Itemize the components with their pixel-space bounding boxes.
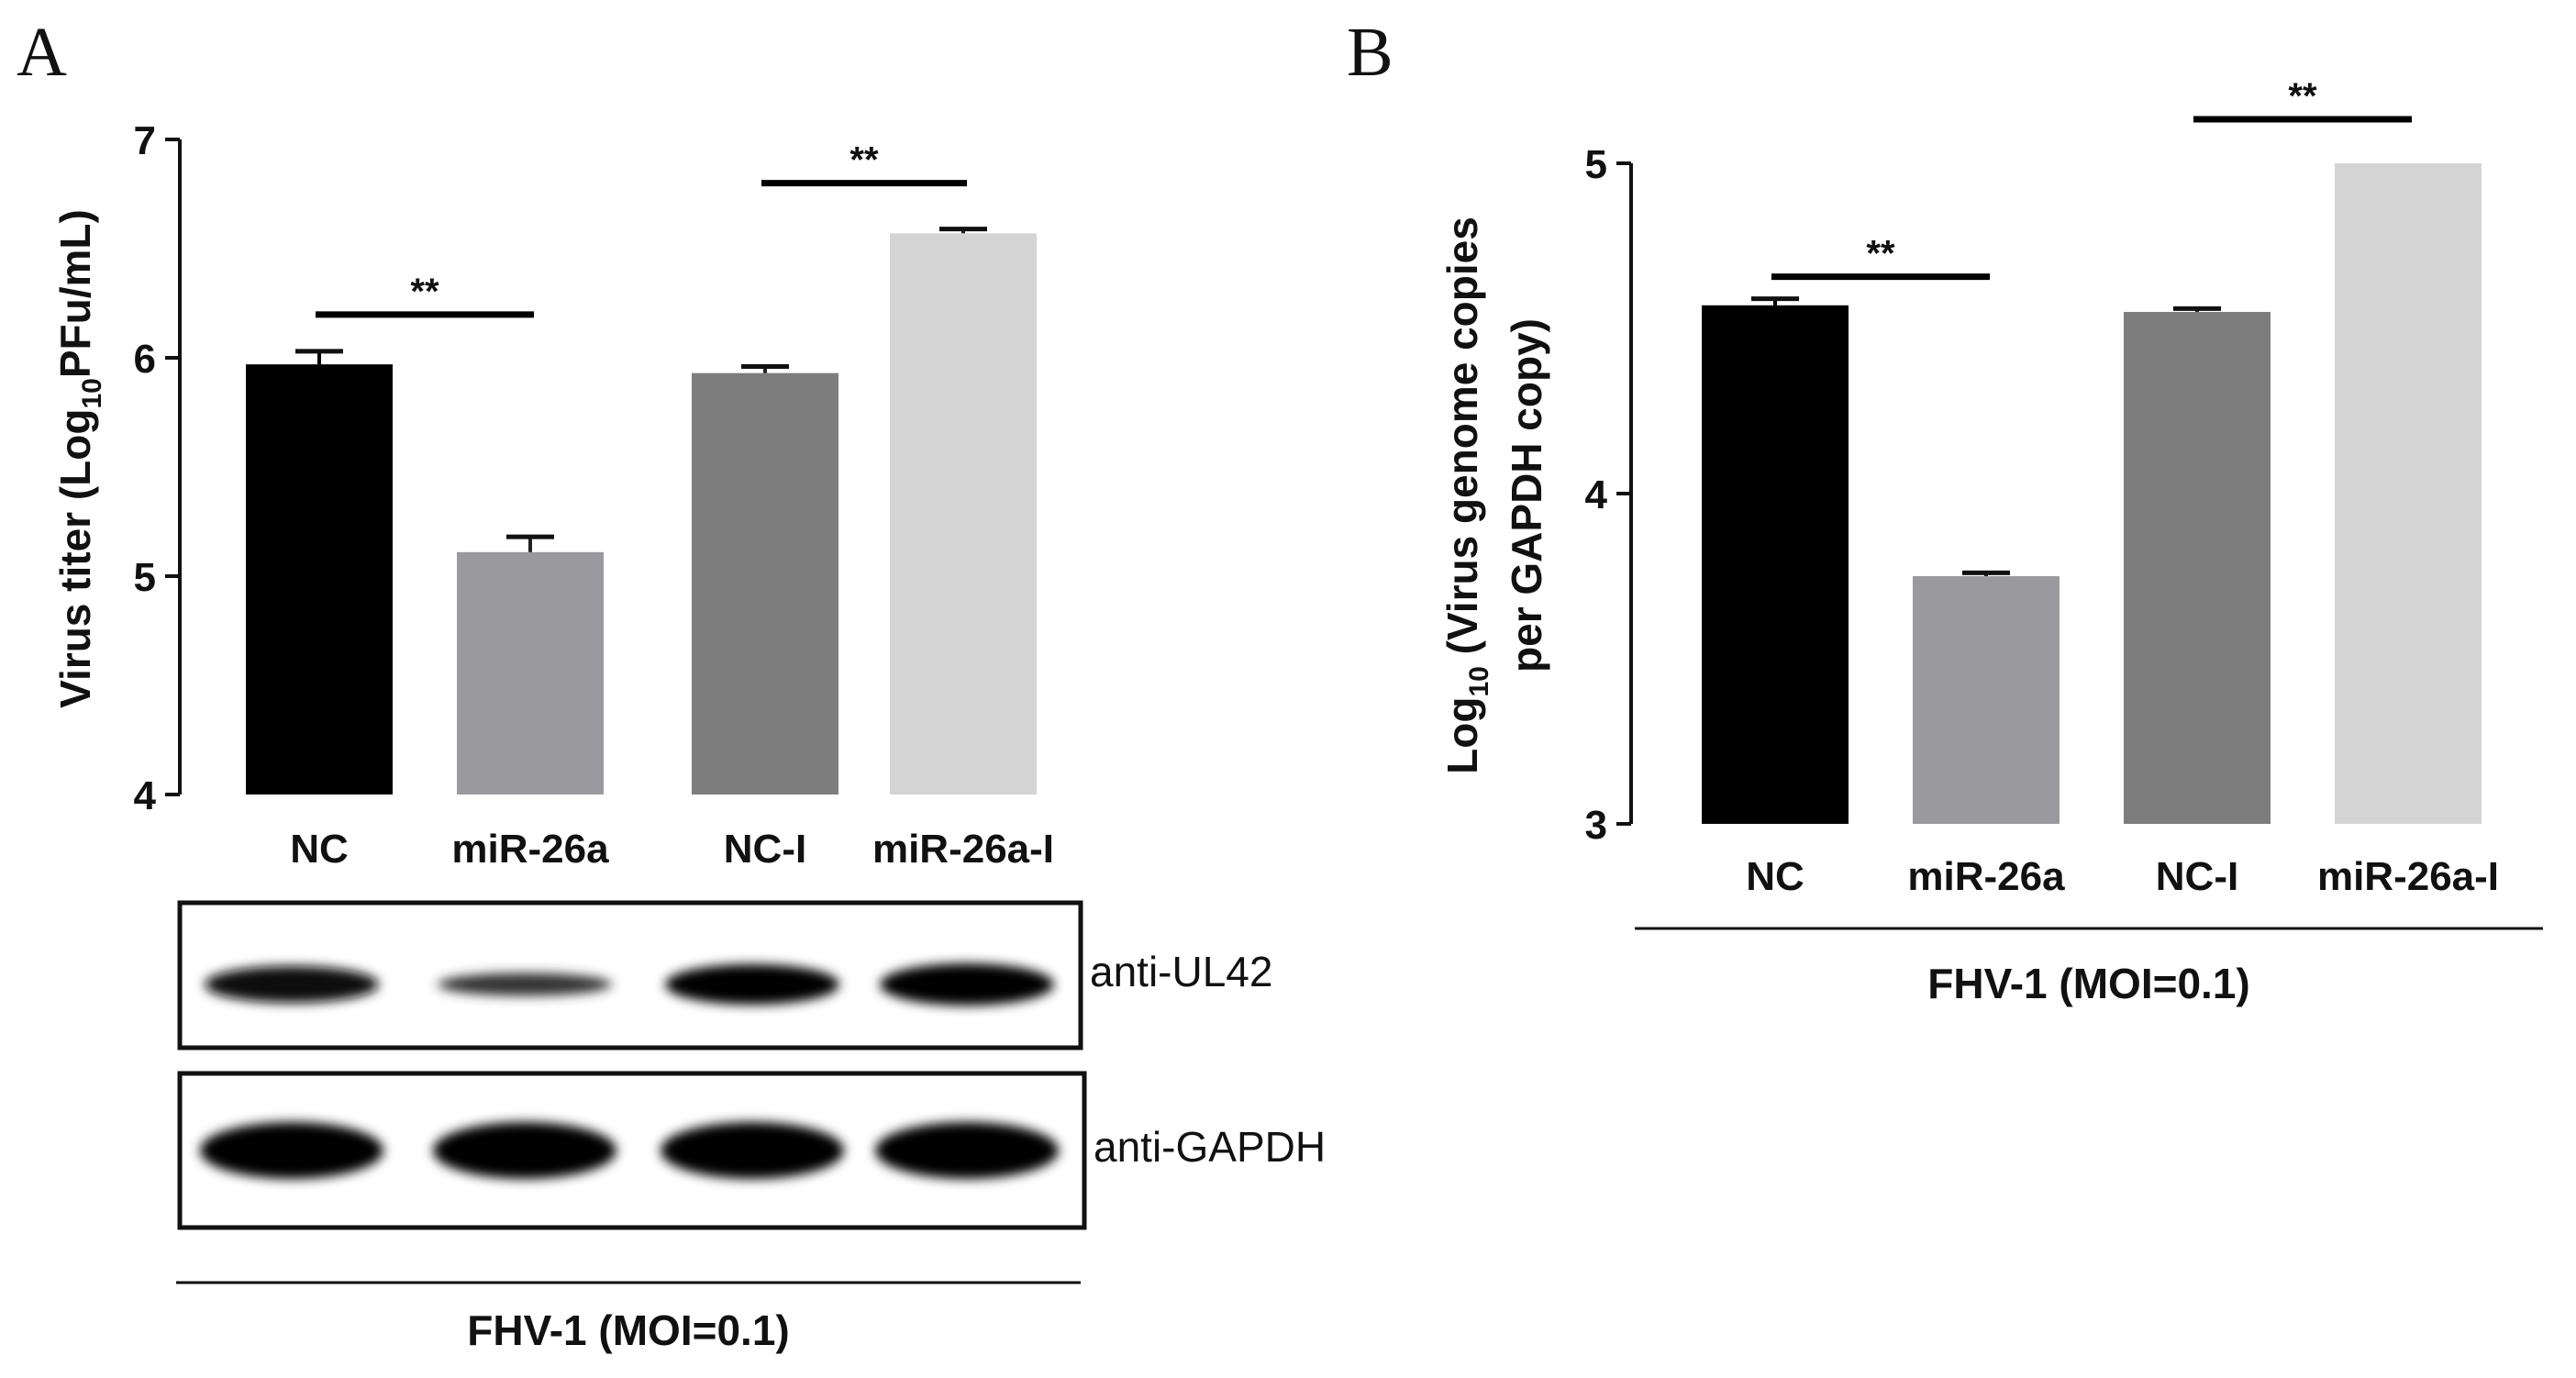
chart-b-category-label: NC [1746,854,1804,899]
chart-b-bar [1913,576,2060,824]
chart-b-bar [1702,305,1849,824]
chart-b: Log10 (Virus genome copies per GAPDH cop… [1438,76,2499,899]
blot-band [200,1122,383,1179]
blot-band [433,1122,616,1179]
panel-a-letter: A [17,14,67,91]
chart-b-bar [2124,312,2271,824]
chart-a-y-tick-label: 5 [134,555,156,600]
chart-b-y-tick-label: 4 [1585,472,1608,517]
panel-a-condition-label: FHV-1 (MOI=0.1) [467,1306,789,1354]
blot-label: anti-UL42 [1090,948,1272,995]
western-blots: anti-UL42 anti-GAPDH [177,900,1326,1230]
chart-a-y-axis-label: Virus titer (Log10PFu/mL) [51,209,107,708]
chart-b-category-label: miR-26a [1907,854,2065,899]
chart-a-bar [692,372,838,795]
panel-a-condition: FHV-1 (MOI=0.1) [176,1281,1081,1354]
chart-b-bar [2335,163,2482,824]
chart-b-y-axis-label-line2: per GAPDH copy) [1503,318,1550,672]
panel-b-letter: B [1347,14,1393,91]
chart-a-category-label: miR-26a-I [872,827,1054,872]
chart-a-category-label: miR-26a [451,827,609,872]
chart-b-category-label: NC-I [2156,854,2238,899]
chart-a-significance-label: ** [410,272,439,312]
blot-band [438,972,612,996]
chart-a-y-tick-label: 4 [134,773,157,818]
blot-band [661,1122,844,1179]
blot-band [205,965,379,1004]
panel-b-condition-label: FHV-1 (MOI=0.1) [1927,960,2249,1007]
chart-a-bar [246,364,393,795]
chart-a-y-tick-label: 7 [134,118,156,163]
panel-b-condition: FHV-1 (MOI=0.1) [1635,927,2543,1007]
chart-b-y-tick-label: 5 [1585,142,1607,187]
chart-a-category-label: NC-I [724,827,806,872]
blot-band [875,1122,1059,1179]
chart-b-significance-label: ** [1866,234,1895,274]
blot-band [880,963,1054,1006]
chart-a-bar [457,551,604,795]
chart-b-significance-label: ** [2288,76,2317,117]
chart-b-y-axis-label: Log10 (Virus genome copies [1438,217,1494,774]
chart-a: Virus titer (Log10PFu/mL) 4 5 6 7 NC miR-26a N… [51,118,1054,872]
chart-a-category-label: NC [290,827,349,872]
chart-b-category-label: miR-26a-I [2317,854,2499,899]
chart-a-bar [890,233,1037,795]
chart-a-significance-label: ** [849,140,879,181]
chart-b-y-tick-label: 3 [1585,803,1607,848]
blot-label: anti-GAPDH [1094,1123,1326,1171]
chart-a-y-tick-label: 6 [134,337,156,382]
blot-band [665,963,839,1006]
